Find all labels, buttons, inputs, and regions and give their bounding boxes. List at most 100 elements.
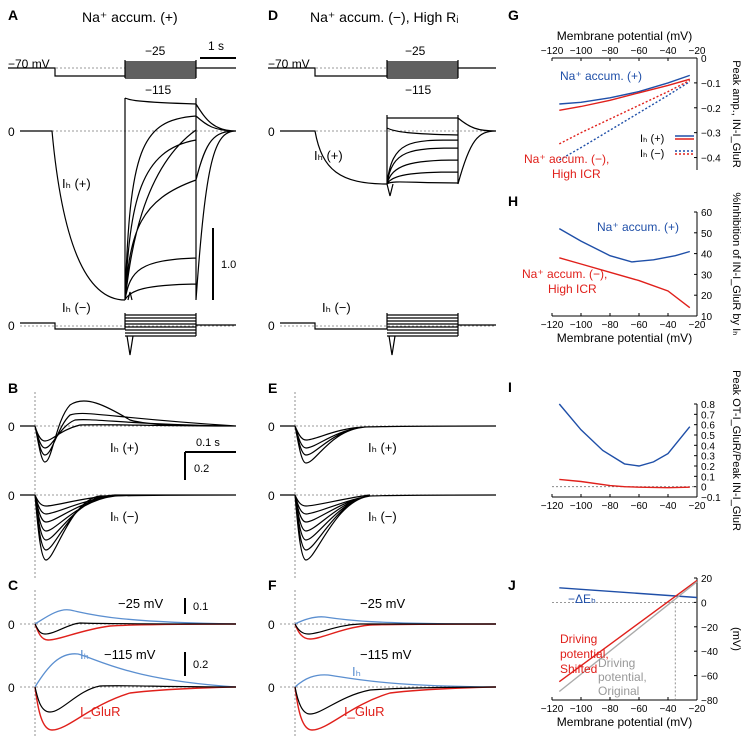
x-tick-label: −80	[602, 320, 619, 331]
y-axis-title: Peak OT-I_GluR/Peak IN-I_GluR	[730, 370, 742, 531]
series-line	[558, 81, 691, 161]
x-tick-label: −40	[660, 320, 677, 331]
x-tick-label: −100	[570, 501, 593, 512]
c-top-iglur	[34, 623, 237, 641]
f-bot-iglur	[294, 686, 497, 731]
panel-b: 0 Iₕ (+) 0.1 s 0.2 0 Iₕ (−)	[8, 392, 237, 580]
currents-d-ihplus: 0 Iₕ (+)	[268, 115, 497, 197]
f-bot-net	[294, 686, 497, 715]
traces-b-ihplus	[20, 400, 237, 463]
panel-letter-h: H	[508, 193, 518, 209]
traces-e-ihplus	[280, 425, 497, 464]
ih-label-c: Iₕ	[80, 647, 89, 662]
panel-letter-c: C	[8, 577, 18, 593]
zero-label-e1: 0	[268, 420, 275, 434]
scale-label-a: 1.0	[221, 259, 236, 271]
y-tick-label: 0	[701, 54, 707, 65]
y-tick-label: 0.8	[701, 400, 715, 411]
panel-letter-g: G	[508, 7, 519, 23]
f-top-voltage: −25 mV	[360, 596, 405, 611]
x-tick-label: −80	[602, 501, 619, 512]
series-line	[558, 227, 690, 263]
step-traces-a	[124, 97, 237, 301]
step-hi-label-a: −25	[145, 44, 166, 58]
zero-label-f2: 0	[268, 681, 275, 695]
annotation: Na⁺ accum. (−),	[524, 152, 609, 166]
series-line	[559, 587, 698, 599]
ih-plus-label-d: Iₕ (+)	[314, 148, 343, 163]
legend-label: Iₕ (−)	[640, 148, 664, 160]
protocol-a: −70 mV −25 −115 1 s	[8, 39, 236, 97]
y-tick-label: 0.7	[701, 410, 715, 421]
scale-time-label-b: 0.1 s	[196, 437, 220, 449]
annotation: Original	[598, 684, 639, 698]
x-axis-title: Membrane potential (mV)	[557, 29, 692, 43]
series-line	[558, 581, 698, 693]
y-tick-label: 60	[701, 208, 713, 219]
scale-label-c-bot: 0.2	[193, 659, 208, 671]
ih-minus-label-b: Iₕ (−)	[110, 509, 139, 524]
y-axis-title: %Inhibition of IN-I_GluR by Iₕ	[730, 192, 742, 335]
ih-label-f: Iₕ	[352, 664, 361, 679]
y-axis-title: Peak amp., IN-I_GluR	[730, 60, 742, 168]
hyperpol-trace-a	[20, 130, 126, 301]
annotation: Shifted	[560, 662, 597, 676]
x-tick-label: −20	[689, 501, 706, 512]
x-tick-label: −40	[660, 704, 677, 715]
zero-label-c1: 0	[8, 618, 15, 632]
annotation: High ICR	[548, 282, 597, 296]
ih-plus-label-a: Iₕ (+)	[62, 176, 91, 191]
y-tick-label: 10	[701, 312, 713, 323]
f-bot-voltage: −115 mV	[360, 647, 412, 662]
zero-label-b2: 0	[8, 489, 15, 503]
x-tick-label: −60	[631, 501, 648, 512]
x-tick-label: −100	[570, 704, 593, 715]
zero-label-a1: 0	[8, 125, 15, 139]
c-bot-voltage: −115 mV	[104, 647, 156, 662]
c-top-net	[34, 622, 237, 635]
annotation: potential,	[560, 647, 609, 661]
protocol-trace-d	[268, 60, 496, 79]
y-tick-label: −20	[701, 623, 718, 634]
annotation: High ICR	[552, 167, 601, 181]
holding-label-a: −70 mV	[8, 57, 50, 71]
annotation: −ΔEₕ	[568, 592, 596, 606]
panel-f: −25 mV 0 −115 mV 0 Iₕ I_GluR	[268, 590, 497, 736]
protocol-trace-a	[8, 60, 236, 79]
zero-label-b1: 0	[8, 420, 15, 434]
y-tick-label: 0.6	[701, 421, 715, 432]
panel-d-title: Na⁺ accum. (−), High Rᵢ	[310, 9, 458, 25]
y-tick-label: −0.3	[701, 129, 721, 140]
x-tick-label: −80	[602, 704, 619, 715]
panel-a-title: Na⁺ accum. (+)	[82, 9, 178, 25]
f-top-iglur	[294, 623, 497, 640]
x-tick-label: −60	[631, 704, 648, 715]
chart-i: −0.100.10.20.30.40.50.60.70.8 −120 −100 −80…	[541, 370, 742, 531]
x-tick-label: −20	[689, 46, 706, 57]
currents-a-ihminus: 0 Iₕ (−)	[8, 300, 236, 356]
annotation: Driving	[560, 632, 597, 646]
series-line	[558, 79, 691, 145]
ih-minus-label-d: Iₕ (−)	[322, 300, 351, 315]
panel-letter-a: A	[8, 7, 18, 23]
x-tick-label: −20	[689, 704, 706, 715]
iglur-label-f: I_GluR	[344, 704, 384, 719]
panel-c: −25 mV 0.1 0 Iₕ −115 mV 0.2 0 I_GluR	[8, 590, 237, 736]
series-line	[559, 78, 690, 111]
x-tick-label: −100	[570, 320, 593, 331]
x-tick-label: −40	[660, 501, 677, 512]
x-tick-label: −80	[602, 46, 619, 57]
series-line	[559, 74, 691, 105]
x-tick-label: −120	[541, 46, 564, 57]
x-tick-label: −120	[541, 501, 564, 512]
ih-plus-label-e: Iₕ (+)	[368, 440, 397, 455]
step-traces-a-ihminus	[20, 313, 236, 356]
f-bot-ih	[294, 674, 497, 688]
c-top-voltage: −25 mV	[118, 596, 163, 611]
annotation: Na⁺ accum. (+)	[560, 69, 642, 83]
annotation: Driving	[598, 656, 635, 670]
step-traces-d	[280, 115, 497, 197]
y-tick-label: −0.2	[701, 104, 721, 115]
chart-h: 10 20 30 40 50 60 −120 −100 −80 −60 −40 −20Membrane…	[522, 192, 742, 345]
